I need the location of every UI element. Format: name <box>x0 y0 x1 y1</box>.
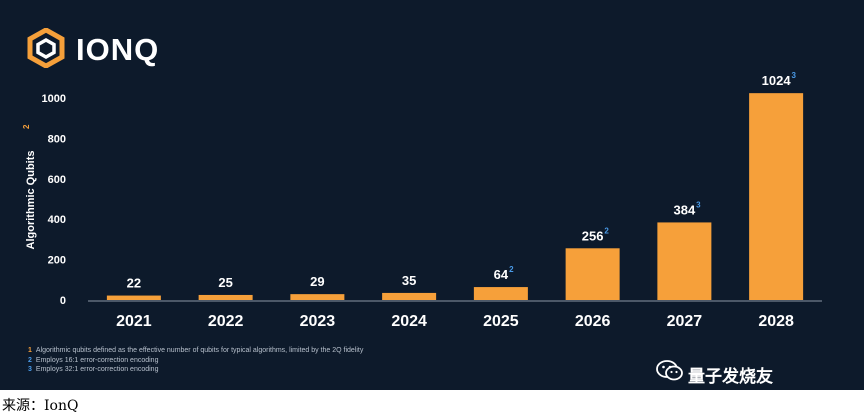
bar <box>473 287 528 300</box>
x-tick-label: 2028 <box>758 313 794 330</box>
bar-value-note: 3 <box>792 71 797 80</box>
footnote-item: 3 Employs 32:1 error-correction encoding <box>28 365 363 375</box>
bar-value-label: 256 <box>582 228 604 243</box>
bar <box>106 295 161 300</box>
x-tick-label: 2022 <box>208 313 244 330</box>
x-tick-label: 2026 <box>575 313 611 330</box>
bar-value-label: 64 <box>494 267 509 282</box>
ionq-logo <box>27 28 65 68</box>
bar <box>565 248 620 300</box>
bar <box>290 294 345 300</box>
y-axis-label: Algorithmic Qubits <box>25 151 37 250</box>
x-tick-label: 2025 <box>483 313 519 330</box>
x-tick-label: 2027 <box>667 313 703 330</box>
footnotes: 1 Algorithmic qubits defined as the effec… <box>28 346 363 375</box>
wechat-icon <box>656 360 683 381</box>
x-tick-label: 2024 <box>391 313 427 330</box>
footnote-text: Algorithmic qubits defined as the effect… <box>35 347 364 354</box>
footnote-item: 2 Employs 16:1 error-correction encoding <box>28 356 363 366</box>
x-tick-label: 2021 <box>116 313 152 330</box>
footnote-text: Employs 16:1 error-correction encoding <box>35 356 159 364</box>
footnote-number: 1 <box>28 347 32 354</box>
y-axis-label-note: 2 <box>22 124 31 129</box>
bar-value-label: 35 <box>402 273 416 288</box>
watermark: 量子发烧友 <box>656 360 773 387</box>
bar-value-label: 384 <box>674 202 696 217</box>
bar-value-note: 2 <box>509 265 514 274</box>
brand-name: IONQ <box>76 32 160 67</box>
chart-panel: IONQ 0 200 400 600 800 1000 Algorithmic Qubits… <box>0 0 864 390</box>
source-caption: 来源：IonQ <box>2 398 79 414</box>
y-tick-label: 600 <box>48 174 66 186</box>
bar-value-label: 25 <box>218 275 232 290</box>
footnote-number: 2 <box>28 356 32 364</box>
x-tick-label: 2023 <box>300 313 336 330</box>
y-tick-label: 0 <box>60 295 66 307</box>
logo-hexagon-icon <box>27 28 65 68</box>
bar-value-label: 1024 <box>762 73 792 88</box>
bar <box>657 222 712 300</box>
y-tick-label: 800 <box>48 133 66 145</box>
y-tick-label: 1000 <box>42 93 66 105</box>
y-tick-label: 400 <box>48 214 66 226</box>
bar <box>382 292 437 300</box>
bar <box>198 294 253 300</box>
footnote-number: 3 <box>28 366 32 373</box>
bar-value-note: 3 <box>696 200 701 209</box>
bar-value-label: 29 <box>310 274 324 289</box>
footnote-text: Employs 32:1 error-correction encoding <box>35 366 159 373</box>
bar <box>749 93 804 300</box>
bar-value-label: 22 <box>127 276 141 291</box>
watermark-text: 量子发烧友 <box>688 367 773 387</box>
bar-value-note: 2 <box>604 226 609 235</box>
y-tick-label: 200 <box>48 255 66 267</box>
footnote-item: 1 Algorithmic qubits defined as the effec… <box>28 346 363 356</box>
